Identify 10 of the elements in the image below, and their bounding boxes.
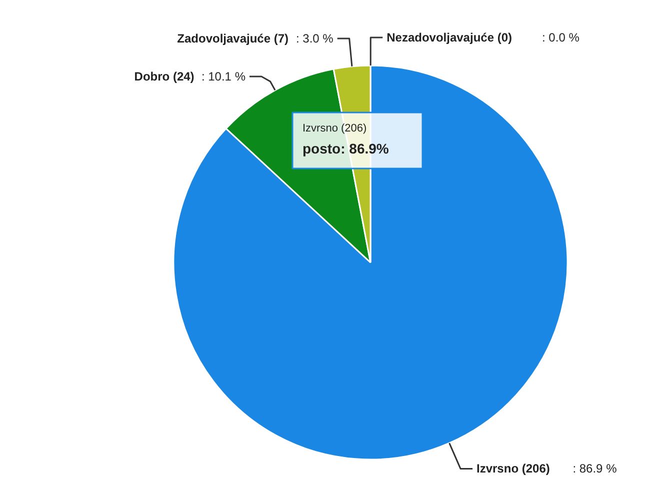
text: Izvrsno (206) [302, 122, 367, 134]
slice-label: Izvrsno (206) [476, 462, 550, 476]
data-label: : 3.0 % [296, 32, 334, 46]
data-label: : 10.1 % [201, 70, 246, 84]
slice-label: Dobro (24) [134, 70, 194, 84]
data-label: : 86.9 % [572, 462, 618, 476]
slice-label: Zadovoljavajuće (7) [177, 32, 289, 46]
text: posto: 86.9% [302, 140, 390, 156]
text: : 0.0 % [542, 30, 580, 44]
category-label: Nezadovoljavajuće (0) [386, 30, 512, 44]
